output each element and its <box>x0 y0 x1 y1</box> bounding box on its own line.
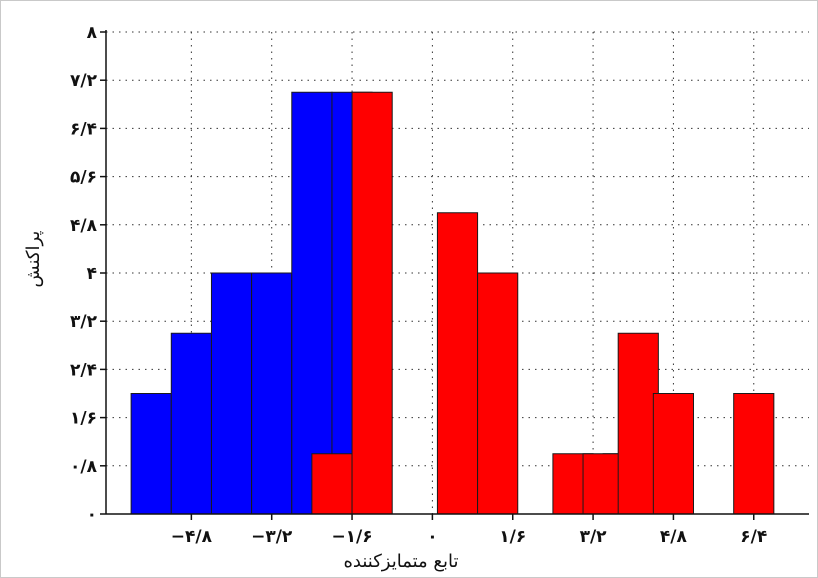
bar-series-0-1 <box>170 332 212 515</box>
y-tick-label: ۲/۴ <box>70 360 97 380</box>
x-tick-label: ۶/۴ <box>740 527 767 547</box>
y-tick-label: ۰/۸ <box>70 457 98 477</box>
bar-series-1-0 <box>311 453 353 515</box>
bar-series-1-6 <box>617 332 659 515</box>
bar-series-1-1 <box>351 91 393 515</box>
tick-labels: ۰ ۰/۸ ۱/۶ ۲/۴ ۳/۲ ۴ ۴/۸ ۵/۶ ۶/۴ ۷/۲ ۸ −۴/۸ −۳/۲ −۱/۶ ۰… <box>70 23 767 547</box>
x-tick-label: −۴/۸ <box>171 527 213 547</box>
bar-series-1-8 <box>733 393 775 515</box>
bar-series-0-4 <box>291 91 333 515</box>
y-tick-label: ۸ <box>87 23 98 43</box>
y-tick-label: ۴ <box>87 264 97 284</box>
axes <box>100 30 809 520</box>
x-tick-label: −۱/۶ <box>331 527 372 547</box>
x-tick-label: ۳/۲ <box>580 527 608 547</box>
y-axis-title: پراکنش <box>23 231 44 288</box>
y-tick-label: ۳/۲ <box>70 312 98 332</box>
x-tick-label: ۰ <box>427 527 437 547</box>
bar-series-1-7 <box>652 393 695 515</box>
y-tick-label: ۵/۶ <box>70 168 97 188</box>
x-axis-title: تابع متمایزکننده <box>343 551 458 572</box>
bar-series-0-0 <box>130 393 172 515</box>
y-tick-label: ۴/۸ <box>70 216 98 236</box>
x-tick-label: ۴/۸ <box>660 527 688 547</box>
y-tick-label: ۷/۲ <box>70 71 98 91</box>
x-tick-label: −۳/۲ <box>251 527 293 547</box>
bars <box>130 91 775 515</box>
y-tick-label: ۶/۴ <box>70 119 97 139</box>
x-tick-label: ۱/۶ <box>499 527 526 547</box>
bar-series-0-2 <box>210 272 253 515</box>
bar-series-1-5 <box>582 453 624 515</box>
bar-series-1-2 <box>436 212 479 515</box>
y-tick-label: ۱/۶ <box>70 409 97 429</box>
y-tick-label: ۰ <box>87 505 97 525</box>
bar-series-0-3 <box>251 272 293 515</box>
bar-series-1-3 <box>477 272 519 515</box>
